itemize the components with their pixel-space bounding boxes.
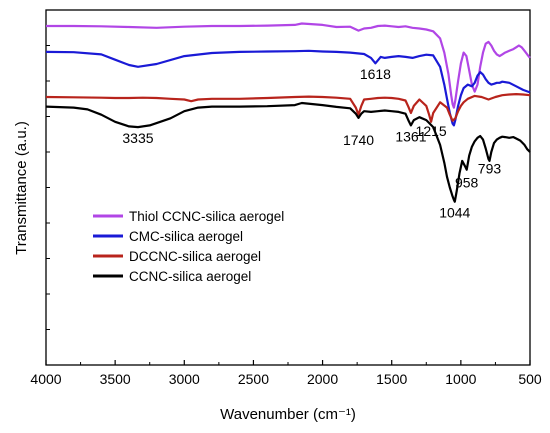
legend: Thiol CCNC-silica aerogel CMC-silica aero… [93, 209, 284, 284]
legend-label-thiol-ccnc-silica-aerogel: Thiol CCNC-silica aerogel [129, 209, 284, 224]
legend-label-ccnc-silica-aerogel: CCNC-silica aerogel [129, 269, 251, 284]
series-line-ccnc-silica-aerogel [45, 101, 531, 203]
peak-label-1361: 1361 [395, 128, 426, 144]
peak-label-1215: 1215 [416, 123, 447, 139]
peak-label-1740: 1740 [343, 132, 374, 148]
series-layer [45, 22, 531, 203]
x-tick-label: 4000 [30, 371, 61, 387]
x-axis-ticks: 4000 3500 3000 2500 2000 1500 1000 500 [30, 9, 542, 387]
x-tick-label: 500 [518, 371, 542, 387]
x-tick-label: 1500 [376, 371, 407, 387]
series-line-cmc-silica-aerogel [45, 49, 531, 127]
x-axis-title: Wavenumber (cm⁻¹) [220, 406, 356, 423]
y-axis-title: Transmittance (a.u.) [13, 121, 30, 255]
series-line-thiol-ccnc-silica-aerogel [46, 22, 531, 109]
x-tick-label: 3000 [169, 371, 200, 387]
peak-label-1044: 1044 [439, 205, 470, 221]
x-tick-label: 1000 [445, 371, 476, 387]
legend-label-dccnc-silica-aerogel: DCCNC-silica aerogel [129, 249, 261, 264]
peak-label-958: 958 [455, 175, 479, 191]
peak-label-793: 793 [478, 160, 502, 176]
x-tick-label: 2000 [307, 371, 338, 387]
legend-label-cmc-silica-aerogel: CMC-silica aerogel [129, 229, 243, 244]
series-line-dccnc-silica-aerogel [45, 93, 531, 123]
peak-label-1618: 1618 [360, 66, 391, 82]
peak-label-3335: 3335 [122, 130, 153, 146]
x-tick-label: 3500 [100, 371, 131, 387]
x-tick-label: 2500 [238, 371, 269, 387]
